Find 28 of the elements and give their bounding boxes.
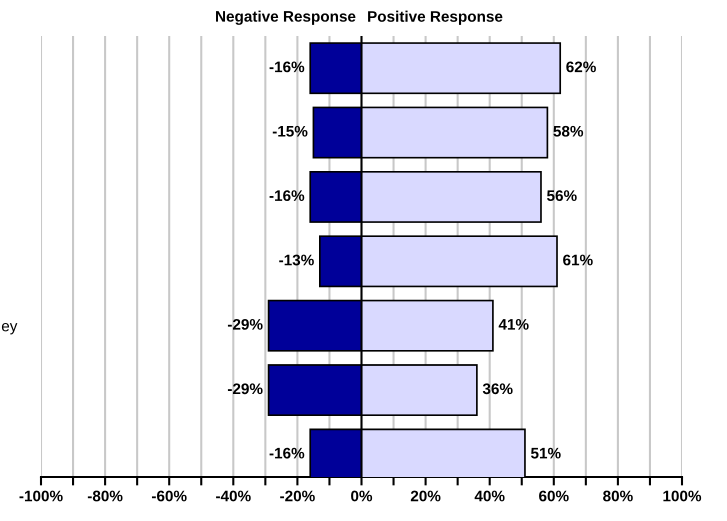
series-label: Negative Response — [216, 10, 356, 25]
data-label: 56% — [547, 190, 577, 202]
data-label: -13% — [279, 254, 314, 266]
x-tick-label: 80% — [603, 490, 633, 502]
data-label: 62% — [566, 61, 596, 72]
x-tick-label: 40% — [474, 490, 505, 502]
data-label: 36% — [482, 383, 513, 394]
data-label: 61% — [563, 254, 593, 266]
x-tick-label: 20% — [410, 490, 440, 502]
x-tick-label: -40% — [216, 490, 251, 502]
data-label: -16% — [270, 190, 304, 202]
x-tick-label: -80% — [88, 490, 123, 502]
data-label: 58% — [553, 126, 584, 137]
y-tick-label: ey — [2, 323, 18, 334]
x-tick-label: 60% — [539, 490, 569, 502]
series-label: Positive Response — [368, 10, 502, 25]
data-label: -16% — [270, 61, 304, 72]
x-tick-label: -20% — [280, 490, 315, 502]
data-label: -15% — [272, 126, 308, 137]
data-label: -29% — [228, 318, 263, 330]
x-tick-label: 100% — [663, 490, 702, 502]
data-label: -29% — [228, 383, 263, 394]
data-label: 51% — [530, 448, 561, 459]
x-tick-label: 0% — [351, 490, 372, 502]
x-tick-label: -60% — [152, 490, 187, 502]
data-label: 41% — [498, 319, 529, 330]
x-tick-label: -100% — [20, 490, 63, 502]
data-label: -16% — [270, 448, 304, 459]
